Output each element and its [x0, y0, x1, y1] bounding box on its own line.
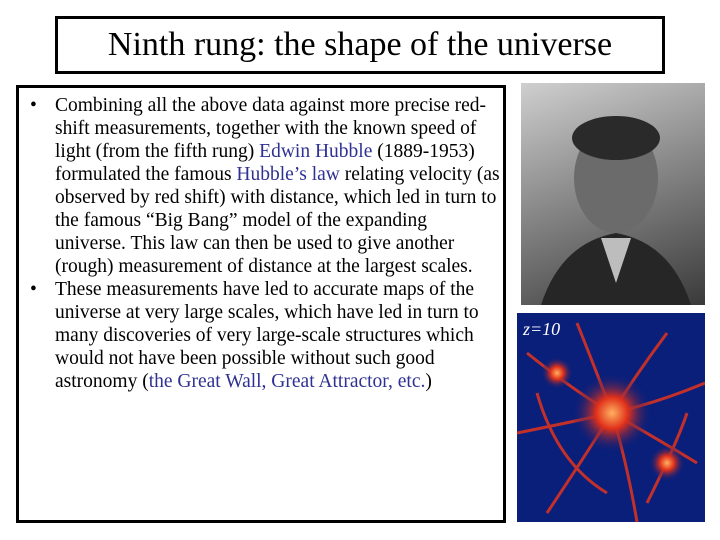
shirt	[601, 238, 631, 283]
cluster	[649, 445, 685, 481]
body-box: Combining all the above data against mor…	[16, 85, 506, 523]
bullet-text: Combining all the above data against mor…	[55, 95, 487, 162]
bullet-text: (1889-1953) formulated the famous	[55, 141, 475, 185]
bullet-text: )	[425, 371, 432, 392]
bullet-text: relating velocity (as observed by red sh…	[55, 164, 500, 277]
hair	[572, 116, 660, 160]
slide-title: Ninth rung: the shape of the universe	[107, 26, 613, 63]
bullet-text: These measurements have led to accurate …	[55, 279, 479, 392]
portrait-illustration	[541, 116, 691, 305]
bullet: Combining all the above data against mor…	[30, 94, 502, 278]
link-text[interactable]: Edwin Hubble	[259, 141, 373, 162]
cluster	[541, 357, 573, 389]
title-box: Ninth rung: the shape of the universe	[55, 16, 665, 74]
link-text[interactable]: Hubble’s law	[236, 164, 340, 185]
link-text[interactable]: the Great Wall, Great Attractor, etc.	[148, 371, 426, 392]
hubble-portrait	[521, 83, 705, 305]
universe-simulation: z=10	[517, 313, 705, 522]
cluster	[572, 373, 652, 453]
simulation-illustration	[517, 322, 705, 522]
bullet: These measurements have led to accurate …	[30, 278, 502, 393]
bullet-list: Combining all the above data against mor…	[19, 94, 503, 393]
redshift-label: z=10	[523, 319, 561, 339]
